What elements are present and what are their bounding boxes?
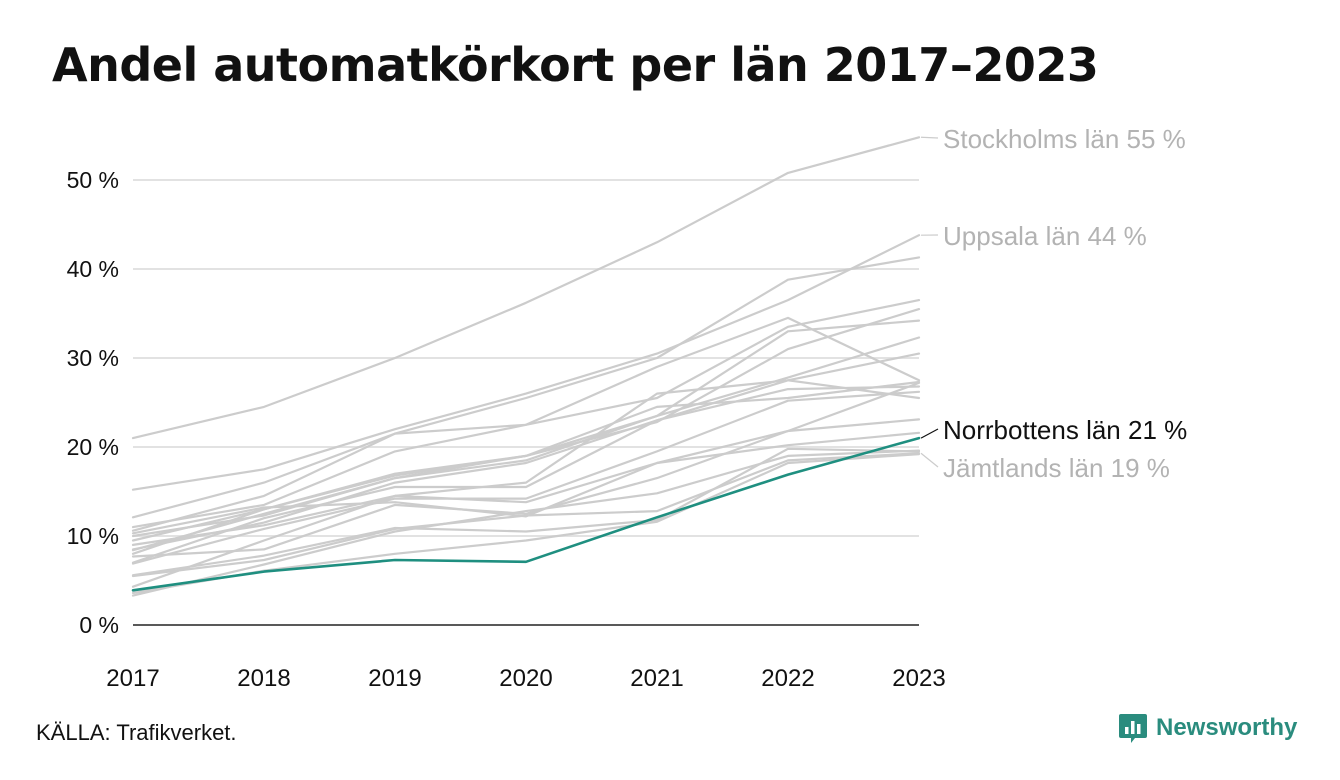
y-tick-label: 10 % [67,523,119,549]
x-tick-label: 2023 [892,665,945,692]
series-line-län-20[interactable] [131,431,921,535]
x-axis-ticks: 2017 2018 2019 2020 2021 2022 2023 [106,665,945,692]
series-line-län-5[interactable] [131,256,921,519]
series-line-län-18[interactable] [131,449,921,597]
y-tick-label: 50 % [67,167,119,193]
y-tick-label: 40 % [67,256,119,282]
series-line-län-13[interactable] [131,380,921,555]
x-tick-label: 2020 [499,665,552,692]
series-layer [131,136,921,597]
series-labels: Stockholms län 55 % Uppsala län 44 % Norrb… [920,124,1187,483]
label-leader-line [920,428,939,439]
series-end-label: Uppsala län 44 % [943,221,1147,251]
series-line-län-7[interactable] [131,299,921,529]
series-line-län-21[interactable] [131,447,921,577]
x-tick-label: 2017 [106,665,159,692]
series-line-uppsala-län[interactable] [131,234,921,491]
y-tick-label: 30 % [67,345,119,371]
series-line-norrbottens-län[interactable] [131,436,921,592]
label-leader-line [920,452,939,468]
x-tick-label: 2019 [368,665,421,692]
brand-logo[interactable]: Newsworthy [1118,712,1297,744]
series-line-län-9[interactable] [131,319,921,552]
grid-layer [133,179,919,626]
x-tick-label: 2021 [630,665,683,692]
series-line-län-12[interactable] [131,379,921,547]
source-note: KÄLLA: Trafikverket. [36,720,237,745]
series-end-label: Stockholms län 55 % [943,124,1186,154]
series-end-label: Norrbottens län 21 % [943,415,1187,445]
label-leader-line [920,136,939,139]
series-end-label: Jämtlands län 19 % [943,453,1170,483]
series-line-län-14[interactable] [131,385,921,564]
y-tick-label: 20 % [67,434,119,460]
y-axis-ticks: 0 % 10 % 20 % 30 % 40 % 50 % [67,167,119,638]
newsworthy-logo-icon [1119,714,1147,743]
chart-title: Andel automatkörkort per län 2017–2023 [52,38,1099,92]
series-line-län-17[interactable] [131,381,921,558]
x-tick-label: 2022 [761,665,814,692]
y-tick-label: 0 % [79,612,119,638]
x-tick-label: 2018 [237,665,290,692]
series-line-län-15[interactable] [131,390,921,565]
brand-name: Newsworthy [1156,714,1298,741]
series-line-stockholms-län[interactable] [131,136,921,440]
